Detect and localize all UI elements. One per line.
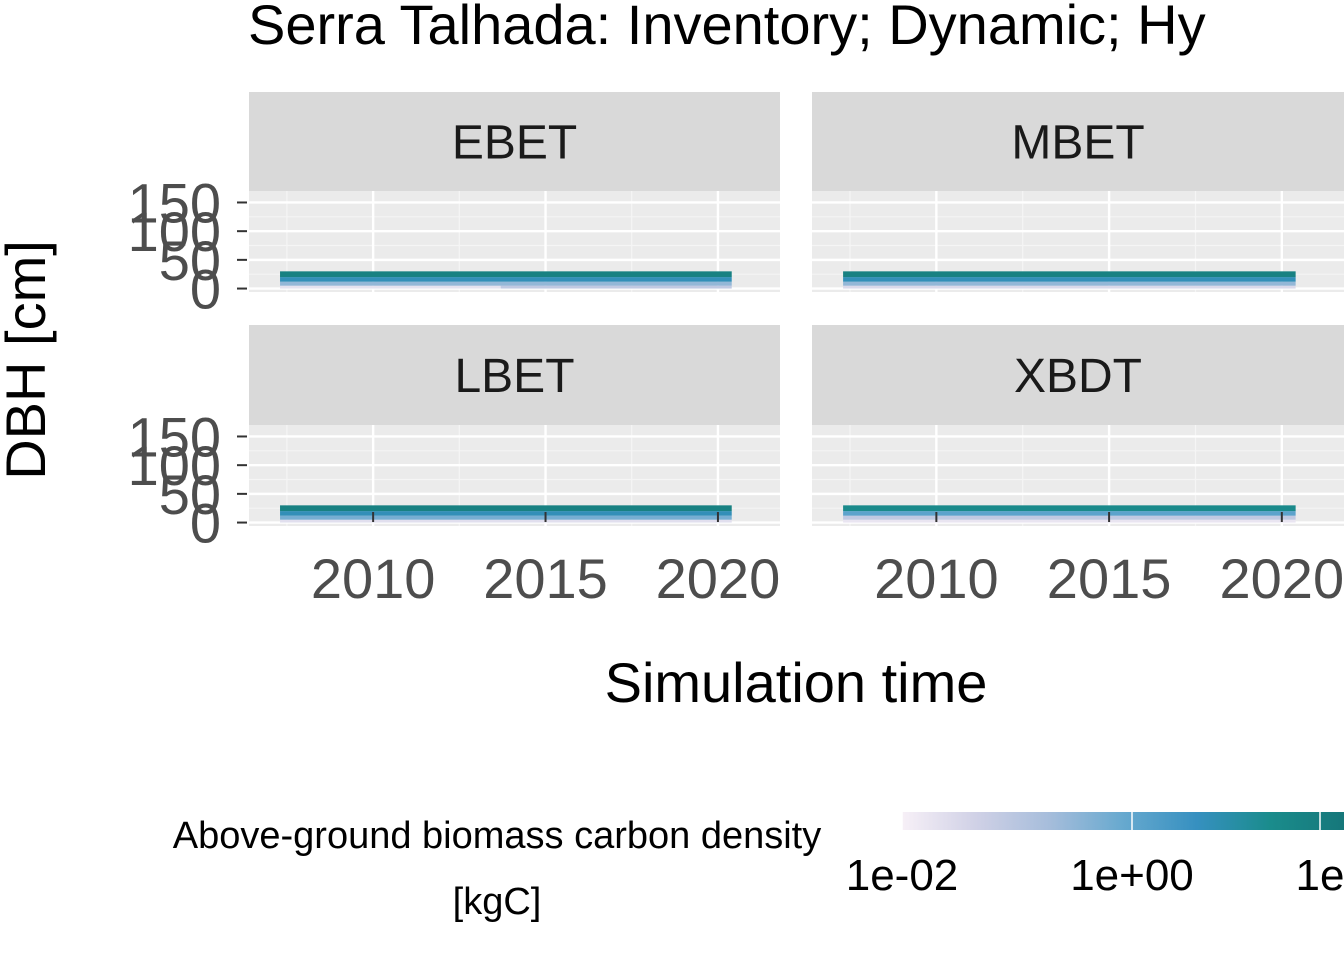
x-tick-label: 2015 <box>483 547 608 610</box>
facet-strip <box>812 92 1344 191</box>
heatmap-tile <box>843 271 1296 278</box>
heatmap-tile <box>280 277 732 282</box>
legend-title-line1: Above-ground biomass carbon density <box>173 815 822 857</box>
y-tick-label: 150 <box>128 405 221 468</box>
heatmap-tile <box>280 281 732 286</box>
legend-tick-label: 1e-02 <box>846 851 959 900</box>
heatmap-tile <box>843 281 1296 286</box>
heatmap-tile <box>280 519 732 523</box>
x-tick-label: 2020 <box>656 547 781 610</box>
heatmap-tile <box>843 515 1296 520</box>
facet-strip-label: LBET <box>454 350 574 403</box>
y-axis-title: DBH [cm] <box>0 240 57 480</box>
facet-strip <box>812 325 1344 425</box>
x-axis-title: Simulation time <box>605 651 988 714</box>
chart-title: Serra Talhada: Inventory; Dynamic; Hy <box>248 0 1206 56</box>
heatmap-tile <box>280 285 501 289</box>
facet-strip <box>249 325 780 425</box>
heatmap-tile <box>500 285 732 289</box>
x-tick-label: 2010 <box>874 547 999 610</box>
heatmap-tile <box>280 505 732 512</box>
y-tick-label: 150 <box>128 171 221 234</box>
heatmap-tile <box>280 271 732 278</box>
heatmap-tile <box>843 505 1296 512</box>
y-tick-label: 50 <box>159 463 221 526</box>
legend-colorbar <box>902 812 1344 830</box>
color-legend: Above-ground biomass carbon density [kgC… <box>173 812 1344 923</box>
facet-strip-label: MBET <box>1011 117 1144 170</box>
facet-strip-label: EBET <box>452 117 577 170</box>
y-tick-label: 0 <box>190 258 221 321</box>
heatmap-tile <box>280 511 732 516</box>
x-tick-label: 2015 <box>1047 547 1172 610</box>
facet-panel-xbdt: XBDT 2010 2015 2020 <box>812 325 1344 610</box>
y-tick-label: 50 <box>159 229 221 292</box>
legend-ticks: 1e-02 1e+00 1e <box>846 812 1344 900</box>
y-tick-label: 0 <box>190 492 221 555</box>
heatmap-tile <box>843 277 1296 282</box>
heatmap-tile <box>280 515 732 520</box>
facet-panel-mbet: MBET <box>812 92 1344 292</box>
facet-strip-label: XBDT <box>1014 350 1142 403</box>
y-tick-label: 100 <box>128 200 221 263</box>
heatmap-tile <box>843 285 1296 289</box>
legend-tick-label: 1e <box>1296 851 1344 900</box>
legend-title-line2: [kgC] <box>453 881 542 923</box>
heatmap-tile <box>843 519 1296 523</box>
legend-tick-label: 1e+00 <box>1070 851 1194 900</box>
x-tick-label: 2020 <box>1220 547 1344 610</box>
facet-strip <box>249 92 780 191</box>
x-tick-label: 2010 <box>311 547 436 610</box>
y-tick-label: 100 <box>128 434 221 497</box>
heatmap-tile <box>843 511 1296 516</box>
